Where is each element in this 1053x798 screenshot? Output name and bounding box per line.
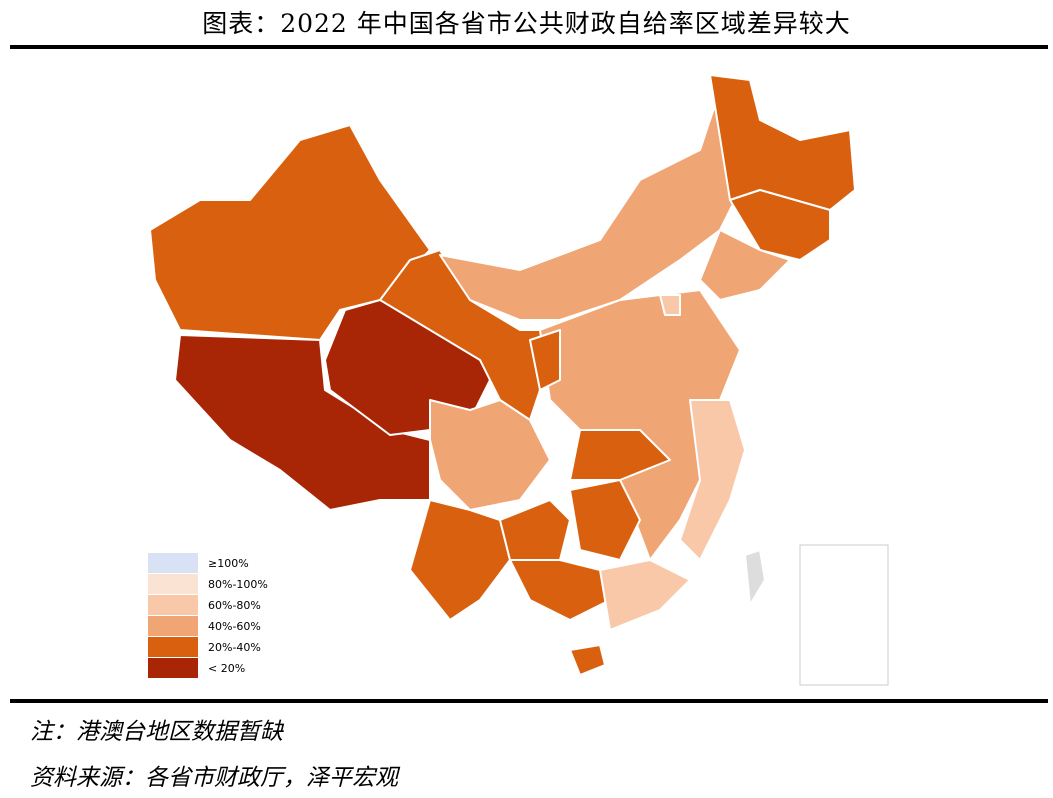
- region: [679, 399, 746, 561]
- region: [529, 329, 561, 391]
- region: [439, 89, 751, 321]
- region: [149, 124, 431, 341]
- legend-swatch: [148, 574, 198, 594]
- region: [659, 294, 681, 316]
- legend-swatch: [148, 616, 198, 636]
- legend-label: 40%-60%: [208, 620, 261, 633]
- region: [599, 559, 691, 631]
- source: 资料来源：各省市财政厅，泽平宏观: [30, 765, 398, 791]
- region: [744, 549, 766, 606]
- legend-label: 20%-40%: [208, 641, 261, 654]
- region: [509, 559, 611, 621]
- legend: ≥100% 80%-100% 60%-80% 40%-60% 20%-40% < 20%: [148, 553, 268, 678]
- south-sea-inset: [799, 544, 889, 686]
- note: 注：港澳台地区数据暂缺: [30, 719, 283, 745]
- top-rule: [10, 45, 1048, 49]
- region: [429, 399, 551, 511]
- legend-swatch: [148, 637, 198, 657]
- region: [569, 429, 671, 481]
- legend-label: 80%-100%: [208, 578, 268, 591]
- china-map: [149, 74, 856, 676]
- legend-label: ≥100%: [208, 557, 249, 570]
- region: [569, 644, 606, 676]
- region: [499, 499, 571, 561]
- legend-swatch: [148, 595, 198, 615]
- region: [699, 229, 791, 301]
- legend-label: 60%-80%: [208, 599, 261, 612]
- legend-swatch: [148, 553, 198, 573]
- bottom-rule: [10, 699, 1048, 703]
- region: [709, 74, 856, 211]
- legend-label: < 20%: [208, 662, 245, 675]
- region: [409, 499, 511, 621]
- region: [569, 479, 641, 561]
- legend-swatch: [148, 658, 198, 678]
- region: [174, 334, 431, 511]
- region: [379, 249, 561, 421]
- title: 图表：2022 年中国各省市公共财政自给率区域差异较大: [202, 9, 851, 38]
